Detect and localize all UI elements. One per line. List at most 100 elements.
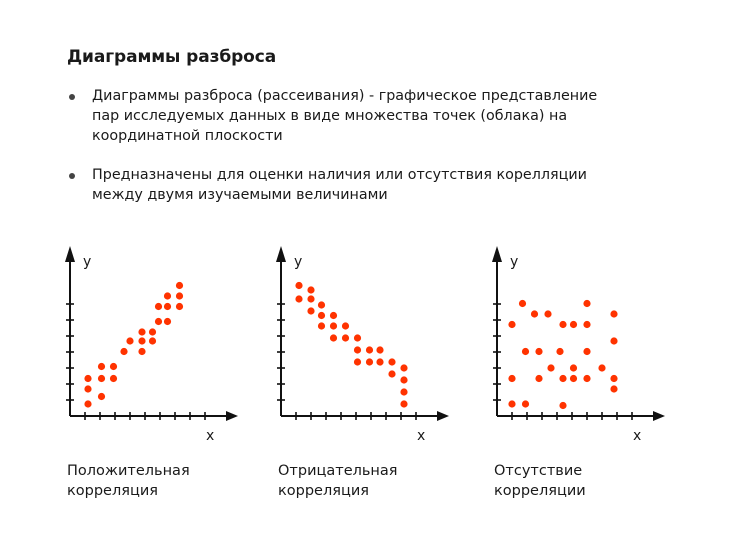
data-point	[341, 334, 350, 342]
data-point	[544, 310, 552, 318]
data-point	[329, 334, 338, 342]
data-point	[569, 374, 578, 383]
caption-line: Отсутствие	[494, 463, 583, 479]
caption-none: Отсутствие корреляции	[494, 461, 654, 501]
slide-title: Диаграммы разброса	[67, 47, 277, 67]
data-point	[163, 292, 172, 300]
bullet-purpose: Предназначены для оценки наличия или отс…	[67, 165, 627, 205]
data-point	[84, 385, 92, 393]
x-axis-arrow	[226, 411, 238, 421]
data-point	[400, 376, 408, 384]
bullet-list: Диаграммы разброса (рассеивания) - графи…	[67, 86, 627, 224]
data-point	[530, 310, 539, 318]
data-point	[84, 400, 92, 408]
data-point	[508, 400, 516, 408]
data-point	[535, 374, 543, 383]
data-point	[583, 299, 591, 308]
data-point	[388, 358, 396, 366]
data-point	[365, 358, 374, 366]
data-point	[610, 385, 618, 393]
data-point	[163, 302, 172, 311]
y-axis-arrow	[65, 246, 75, 262]
data-point	[376, 358, 384, 366]
data-point	[376, 346, 384, 354]
data-point	[97, 374, 106, 383]
caption-line: корреляция	[278, 483, 369, 499]
data-point	[556, 347, 564, 356]
data-point	[583, 347, 591, 356]
data-point	[400, 388, 408, 396]
data-point	[148, 328, 157, 336]
caption-line: корреляции	[494, 483, 586, 499]
data-point	[138, 328, 146, 336]
data-point	[154, 317, 163, 326]
data-point	[547, 364, 555, 372]
data-point	[521, 400, 530, 408]
data-point	[400, 364, 408, 372]
data-point	[388, 370, 396, 378]
data-point	[307, 307, 315, 315]
data-point	[559, 401, 567, 410]
data-point	[97, 392, 106, 401]
y-axis-label: y	[510, 254, 518, 270]
data-point	[583, 374, 591, 383]
data-point	[307, 295, 315, 303]
data-point	[535, 347, 543, 356]
data-point	[400, 400, 408, 408]
data-point	[307, 286, 315, 294]
x-axis-label: x	[417, 428, 425, 444]
data-point	[148, 337, 157, 345]
data-point	[610, 310, 618, 318]
y-axis-arrow	[276, 246, 286, 262]
scatter-chart-none: yx	[492, 246, 665, 444]
x-axis-arrow	[437, 411, 449, 421]
data-point	[84, 374, 92, 383]
data-point	[508, 320, 516, 329]
data-point	[109, 374, 118, 383]
bullet-definition: Диаграммы разброса (рассеивания) - графи…	[67, 86, 627, 146]
caption-line: Отрицательная	[278, 463, 398, 479]
y-axis-label: y	[294, 254, 302, 270]
x-axis-label: x	[633, 428, 641, 444]
x-axis-label: x	[206, 428, 214, 444]
data-point	[583, 320, 591, 329]
data-point	[353, 346, 362, 354]
data-point	[610, 337, 618, 345]
data-point	[175, 281, 184, 290]
data-point	[569, 320, 578, 329]
data-point	[120, 347, 128, 356]
data-point	[126, 337, 134, 345]
data-point	[175, 302, 184, 311]
data-point	[175, 292, 184, 300]
data-point	[138, 347, 146, 356]
data-point	[154, 302, 163, 311]
scatter-chart-negative: yx	[276, 246, 449, 444]
caption-positive: Положительная корреляция	[67, 461, 227, 501]
y-axis-label: y	[83, 254, 91, 270]
data-point	[365, 346, 374, 354]
data-point	[353, 334, 362, 342]
data-point	[295, 281, 303, 290]
data-point	[569, 364, 578, 372]
y-axis-arrow	[492, 246, 502, 262]
data-point	[138, 337, 146, 345]
caption-negative: Отрицательная корреляция	[278, 461, 438, 501]
scatter-chart-positive: yx	[65, 246, 238, 444]
data-point	[559, 320, 567, 329]
caption-line: Положительная	[67, 463, 190, 479]
data-point	[329, 311, 338, 320]
data-point	[598, 364, 606, 372]
data-point	[518, 299, 527, 308]
data-point	[317, 301, 326, 309]
data-point	[317, 311, 326, 320]
data-point	[341, 322, 350, 330]
data-point	[353, 358, 362, 366]
data-point	[109, 362, 118, 371]
data-point	[508, 374, 516, 383]
data-point	[329, 322, 338, 330]
data-point	[97, 362, 106, 371]
data-point	[317, 322, 326, 330]
data-point	[521, 347, 530, 356]
data-point	[610, 374, 618, 383]
data-point	[559, 374, 567, 383]
